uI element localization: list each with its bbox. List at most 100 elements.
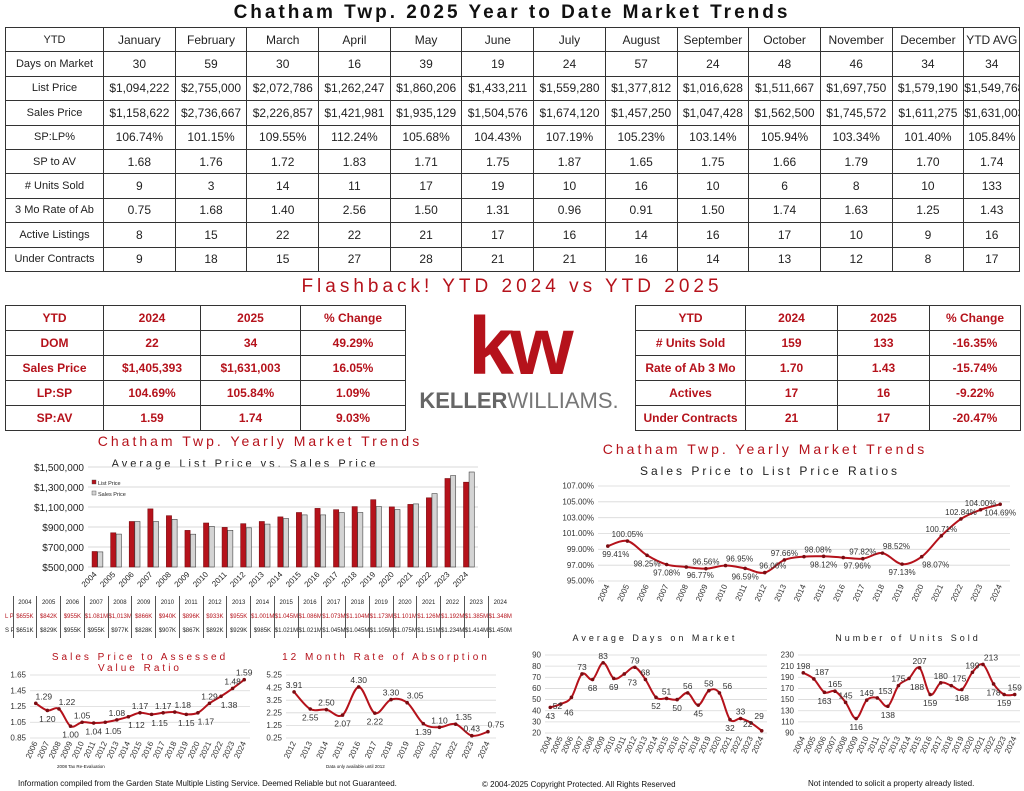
column-header: 2025 <box>837 305 930 331</box>
data-label: 1.17 <box>155 701 172 711</box>
data-label: 213 <box>984 652 998 662</box>
flashback-title: Flashback! YTD 2024 vs YTD 2025 <box>301 276 723 297</box>
list-price-bar <box>128 521 135 568</box>
table-cell: 1.87 <box>533 148 606 175</box>
data-point <box>405 700 409 705</box>
data-label: 188 <box>910 682 924 692</box>
data-point <box>938 681 943 685</box>
price-cell: $907K <box>155 624 180 638</box>
data-label: 98.07% <box>922 561 949 570</box>
table-cell: $1,935,129 <box>389 100 463 126</box>
x-tick-label: 2010 <box>714 583 730 603</box>
table-cell: 24 <box>533 51 606 77</box>
column-header: 2024 <box>103 305 201 331</box>
table-cell: 1.79 <box>819 148 893 175</box>
data-label: 97.13% <box>889 568 916 577</box>
table-row: Actives 17 16 -9.22% <box>635 380 1021 406</box>
bar-chart-svg: $500,000 $700,000 $900,000 $1,100,000 $1,300… <box>34 463 478 589</box>
row-label: S P <box>5 628 13 634</box>
list-price-bar <box>388 506 395 568</box>
price-cell: $1,013M <box>107 610 132 624</box>
data-label: 199 <box>965 660 979 670</box>
list-price-bar <box>314 508 321 568</box>
page-title: Chatham Twp. 2025 Year to Date Market Tr… <box>233 2 791 23</box>
data-point <box>704 566 708 571</box>
data-label: 51 <box>662 686 672 696</box>
data-label: 33 <box>736 707 746 717</box>
year-cell: 2014 <box>250 596 275 610</box>
row-label: # Units Sold <box>5 173 104 199</box>
price-cell: $896K <box>178 610 203 624</box>
list-price-bar <box>203 522 210 568</box>
table-cell: 21 <box>533 246 606 272</box>
table-cell: 30 <box>246 51 320 77</box>
table-cell: 19 <box>461 51 535 77</box>
table-cell: $1,421,981 <box>318 100 391 126</box>
table-cell: 14 <box>604 222 678 248</box>
x-tick-label: 2020 <box>910 583 926 603</box>
x-tick-label: 2021 <box>428 740 444 760</box>
sales-price-bar <box>283 518 289 568</box>
table-cell: 109.55% <box>246 124 320 150</box>
table-cell: 21 <box>389 222 463 248</box>
price-cell: $1.021M <box>273 624 298 638</box>
data-point <box>821 554 826 559</box>
y-tick-label: 4.25 <box>266 683 282 692</box>
table-cell: 101.15% <box>174 124 248 150</box>
year-cell: 2005 <box>36 596 61 610</box>
column-header: % Change <box>929 305 1021 331</box>
data-point <box>959 517 963 521</box>
table-cell: 57 <box>604 51 678 77</box>
row-label <box>5 596 13 610</box>
data-point <box>625 539 630 543</box>
y-tick-label: 150 <box>781 695 795 704</box>
table-cell: 59 <box>174 51 248 77</box>
sales-price-bar <box>431 493 438 568</box>
table-cell: $1,611,275 <box>891 100 965 126</box>
left-section-title: Chatham Twp. Yearly Market Trends <box>97 433 423 449</box>
table-cell: 49.29% <box>300 330 406 356</box>
row-label: Active Listings <box>5 222 104 248</box>
price-cell: $866K <box>131 610 156 624</box>
list-price-bar <box>184 530 191 568</box>
table-cell: 14 <box>246 173 320 199</box>
data-label: 50 <box>672 703 682 713</box>
data-label: 104.69% <box>984 508 1016 517</box>
table-cell: 133 <box>837 330 930 356</box>
price-cell: $1.073M <box>321 610 346 624</box>
data-label: 83 <box>598 651 608 661</box>
table-cell: 1.68 <box>174 197 248 224</box>
data-label: 96.77% <box>687 571 714 580</box>
table-row: 3 Mo Rate of Ab 0.75 1.68 1.40 2.56 1.50 1.31 0… <box>5 197 1021 224</box>
x-tick-label: 2020 <box>411 740 427 760</box>
table-cell: $1,860,206 <box>389 75 463 102</box>
table-cell: 10 <box>533 173 606 199</box>
data-point <box>126 714 131 719</box>
column-header: % Change <box>300 305 406 331</box>
list-price-bar <box>221 527 228 568</box>
y-tick-label: $1,100,000 <box>34 503 84 514</box>
footer-solicit-note: Not intended to solicit a property alrea… <box>808 779 975 788</box>
data-label: 1.35 <box>455 712 472 722</box>
table-cell: 1.75 <box>461 148 535 175</box>
table-cell: 103.34% <box>819 124 893 150</box>
line-chart-svg: 2030405060708090200420052006200720082009… <box>532 651 767 755</box>
chart-title: Average Days on Market <box>572 633 738 643</box>
x-tick-label: 2022 <box>949 583 965 603</box>
data-point <box>738 716 743 721</box>
price-cell: $1.045M <box>345 624 370 638</box>
footer-copyright: © 2004-2025 Copyright Protected. All Rig… <box>482 780 676 789</box>
data-point <box>606 544 610 548</box>
y-tick-label: 190 <box>781 673 795 682</box>
table-cell: 1.70 <box>745 355 838 381</box>
y-tick-label: 60 <box>532 684 541 693</box>
table-cell: $2,755,000 <box>174 75 248 102</box>
price-cell: $1.104M <box>345 610 370 624</box>
header-row: YTD 2024 2025% Change <box>5 305 406 331</box>
data-label: 97.82% <box>849 548 876 557</box>
table-cell: $1,016,628 <box>676 75 750 102</box>
data-label: 1.17 <box>132 701 149 711</box>
table-row: Under Contracts 21 17 -20.47% <box>635 405 1021 431</box>
table-cell: 1.68 <box>103 148 176 175</box>
table-cell: $1,745,572 <box>819 100 893 126</box>
